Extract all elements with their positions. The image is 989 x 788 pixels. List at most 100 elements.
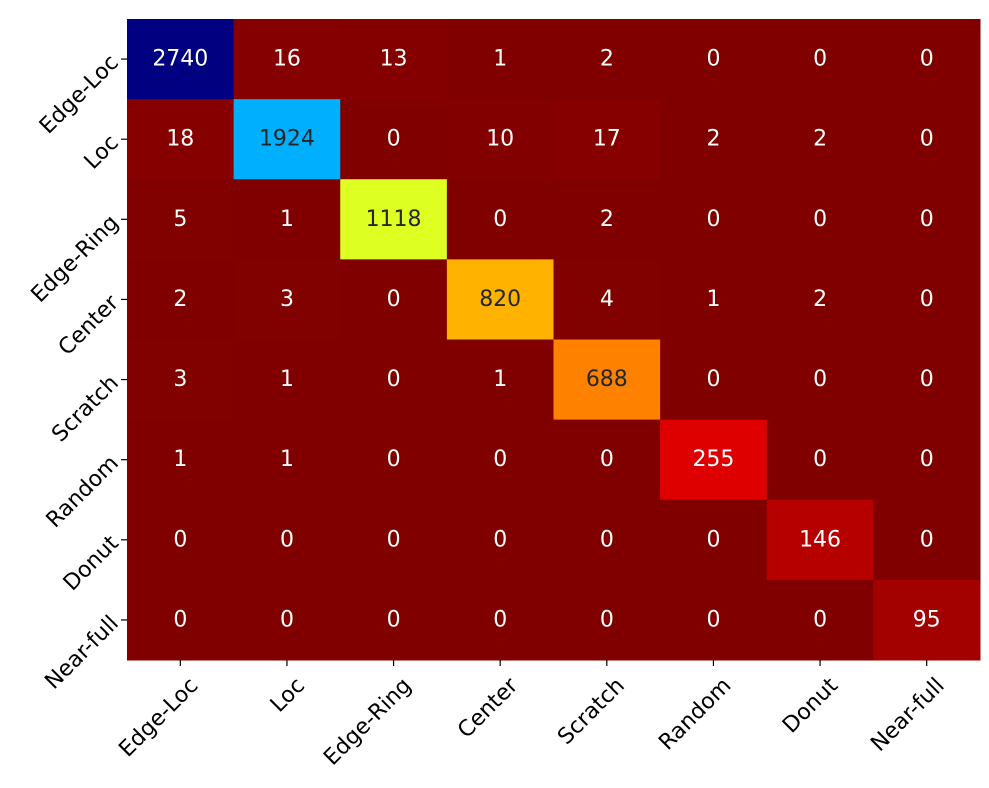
cell-value-label: 0 bbox=[387, 287, 401, 312]
y-tick-label: Near-full bbox=[40, 611, 123, 694]
cell-value-label: 1 bbox=[173, 447, 187, 472]
cell-value-label: 95 bbox=[913, 607, 941, 632]
heatmap-cell bbox=[233, 579, 341, 661]
heatmap-cell bbox=[660, 499, 768, 581]
heatmap-cell bbox=[553, 339, 661, 421]
cell-value-label: 18 bbox=[166, 127, 194, 152]
cell-value-label: 0 bbox=[280, 527, 294, 552]
heatmap-cell bbox=[233, 179, 341, 260]
heatmap-cell bbox=[766, 179, 874, 260]
heatmap-cell bbox=[340, 99, 448, 180]
cell-value-label: 1 bbox=[706, 287, 720, 312]
heatmap-cell bbox=[873, 259, 981, 340]
cell-value-label: 0 bbox=[387, 367, 401, 392]
heatmap-cell bbox=[873, 499, 981, 581]
heatmap-cell bbox=[446, 499, 554, 581]
x-tick-label: Donut bbox=[778, 673, 843, 738]
cell-value-label: 0 bbox=[706, 207, 720, 232]
cell-value-label: 0 bbox=[920, 367, 934, 392]
heatmap-cell bbox=[340, 259, 448, 340]
heatmap-cell bbox=[766, 99, 874, 180]
heatmap-cell bbox=[233, 19, 341, 100]
cell-value-label: 0 bbox=[920, 527, 934, 552]
cell-value-label: 0 bbox=[387, 127, 401, 152]
y-tick-label: Edge-Ring bbox=[27, 210, 124, 307]
cell-value-label: 0 bbox=[600, 447, 614, 472]
cell-value-label: 0 bbox=[493, 607, 507, 632]
cell-value-label: 13 bbox=[380, 47, 408, 72]
y-tick-label: Edge-Loc bbox=[35, 50, 124, 139]
heatmap-cell bbox=[766, 419, 874, 501]
x-tick-label: Edge-Ring bbox=[319, 673, 416, 770]
cell-value-label: 0 bbox=[813, 367, 827, 392]
heatmap-cell bbox=[446, 179, 554, 260]
heatmap-cell bbox=[127, 179, 235, 260]
cell-value-label: 0 bbox=[706, 367, 720, 392]
heatmap-cell bbox=[873, 179, 981, 260]
cell-value-label: 255 bbox=[692, 447, 734, 472]
cell-value-label: 0 bbox=[813, 207, 827, 232]
heatmap-cell bbox=[127, 99, 235, 180]
cell-value-label: 2 bbox=[706, 127, 720, 152]
cell-value-label: 3 bbox=[173, 367, 187, 392]
cell-value-label: 0 bbox=[600, 607, 614, 632]
x-axis-ticks: Edge-Loc Loc Edge-Ring Center Scratch Random D… bbox=[114, 660, 950, 771]
cell-value-label: 0 bbox=[173, 607, 187, 632]
y-tick-label: Scratch bbox=[47, 371, 124, 448]
heatmap-cell bbox=[233, 419, 341, 501]
heatmap-cell bbox=[873, 19, 981, 100]
heatmap-cell bbox=[873, 419, 981, 501]
heatmap-cell bbox=[660, 579, 768, 661]
cell-value-label: 2 bbox=[600, 47, 614, 72]
heatmap-cell bbox=[766, 19, 874, 100]
heatmap-cell bbox=[446, 339, 554, 421]
cell-value-label: 2 bbox=[813, 127, 827, 152]
cell-value-label: 0 bbox=[920, 47, 934, 72]
heatmap-cell bbox=[340, 179, 448, 260]
heatmap-cell bbox=[233, 259, 341, 340]
heatmap-cell bbox=[446, 579, 554, 661]
cell-value-label: 0 bbox=[493, 527, 507, 552]
cell-value-label: 1 bbox=[280, 207, 294, 232]
heatmap-cell bbox=[340, 499, 448, 581]
cell-value-label: 1924 bbox=[259, 127, 315, 152]
heatmap-cell bbox=[553, 499, 661, 581]
heatmap-cell bbox=[233, 499, 341, 581]
heatmap-cell bbox=[660, 339, 768, 421]
cell-value-label: 1 bbox=[280, 367, 294, 392]
cell-value-label: 3 bbox=[280, 287, 294, 312]
heatmap-cell bbox=[660, 259, 768, 340]
heatmap-cell bbox=[446, 19, 554, 100]
heatmap-cell bbox=[660, 19, 768, 100]
heatmap-cell bbox=[446, 259, 554, 340]
heatmap-cell bbox=[553, 579, 661, 661]
heatmap-cell bbox=[127, 419, 235, 501]
cell-value-label: 0 bbox=[387, 527, 401, 552]
y-tick-label: Center bbox=[54, 290, 125, 361]
heatmap-cell bbox=[127, 259, 235, 340]
cell-value-label: 0 bbox=[920, 287, 934, 312]
cell-value-label: 1 bbox=[280, 447, 294, 472]
heatmap-cell bbox=[766, 339, 874, 421]
heatmap-cell bbox=[127, 499, 235, 581]
cell-value-label: 2 bbox=[600, 207, 614, 232]
x-tick-label: Scratch bbox=[553, 673, 630, 750]
cell-value-label: 4 bbox=[600, 287, 614, 312]
x-tick-label: Near-full bbox=[866, 673, 949, 756]
cell-value-label: 1118 bbox=[366, 207, 422, 232]
heatmap-cell bbox=[340, 579, 448, 661]
heatmap-cell bbox=[340, 419, 448, 501]
x-tick-label: Center bbox=[453, 673, 524, 744]
cell-value-label: 0 bbox=[920, 127, 934, 152]
heatmap-cell bbox=[873, 579, 981, 661]
x-tick-label: Edge-Loc bbox=[114, 673, 203, 762]
cell-value-label: 0 bbox=[706, 607, 720, 632]
heatmap-cell bbox=[127, 19, 235, 100]
heatmap-cell bbox=[766, 499, 874, 581]
cell-value-label: 1 bbox=[493, 47, 507, 72]
cell-value-label: 146 bbox=[799, 527, 841, 552]
cell-value-label: 5 bbox=[173, 207, 187, 232]
cell-value-label: 0 bbox=[493, 207, 507, 232]
heatmap-cell bbox=[660, 419, 768, 501]
heatmap-cell bbox=[127, 579, 235, 661]
